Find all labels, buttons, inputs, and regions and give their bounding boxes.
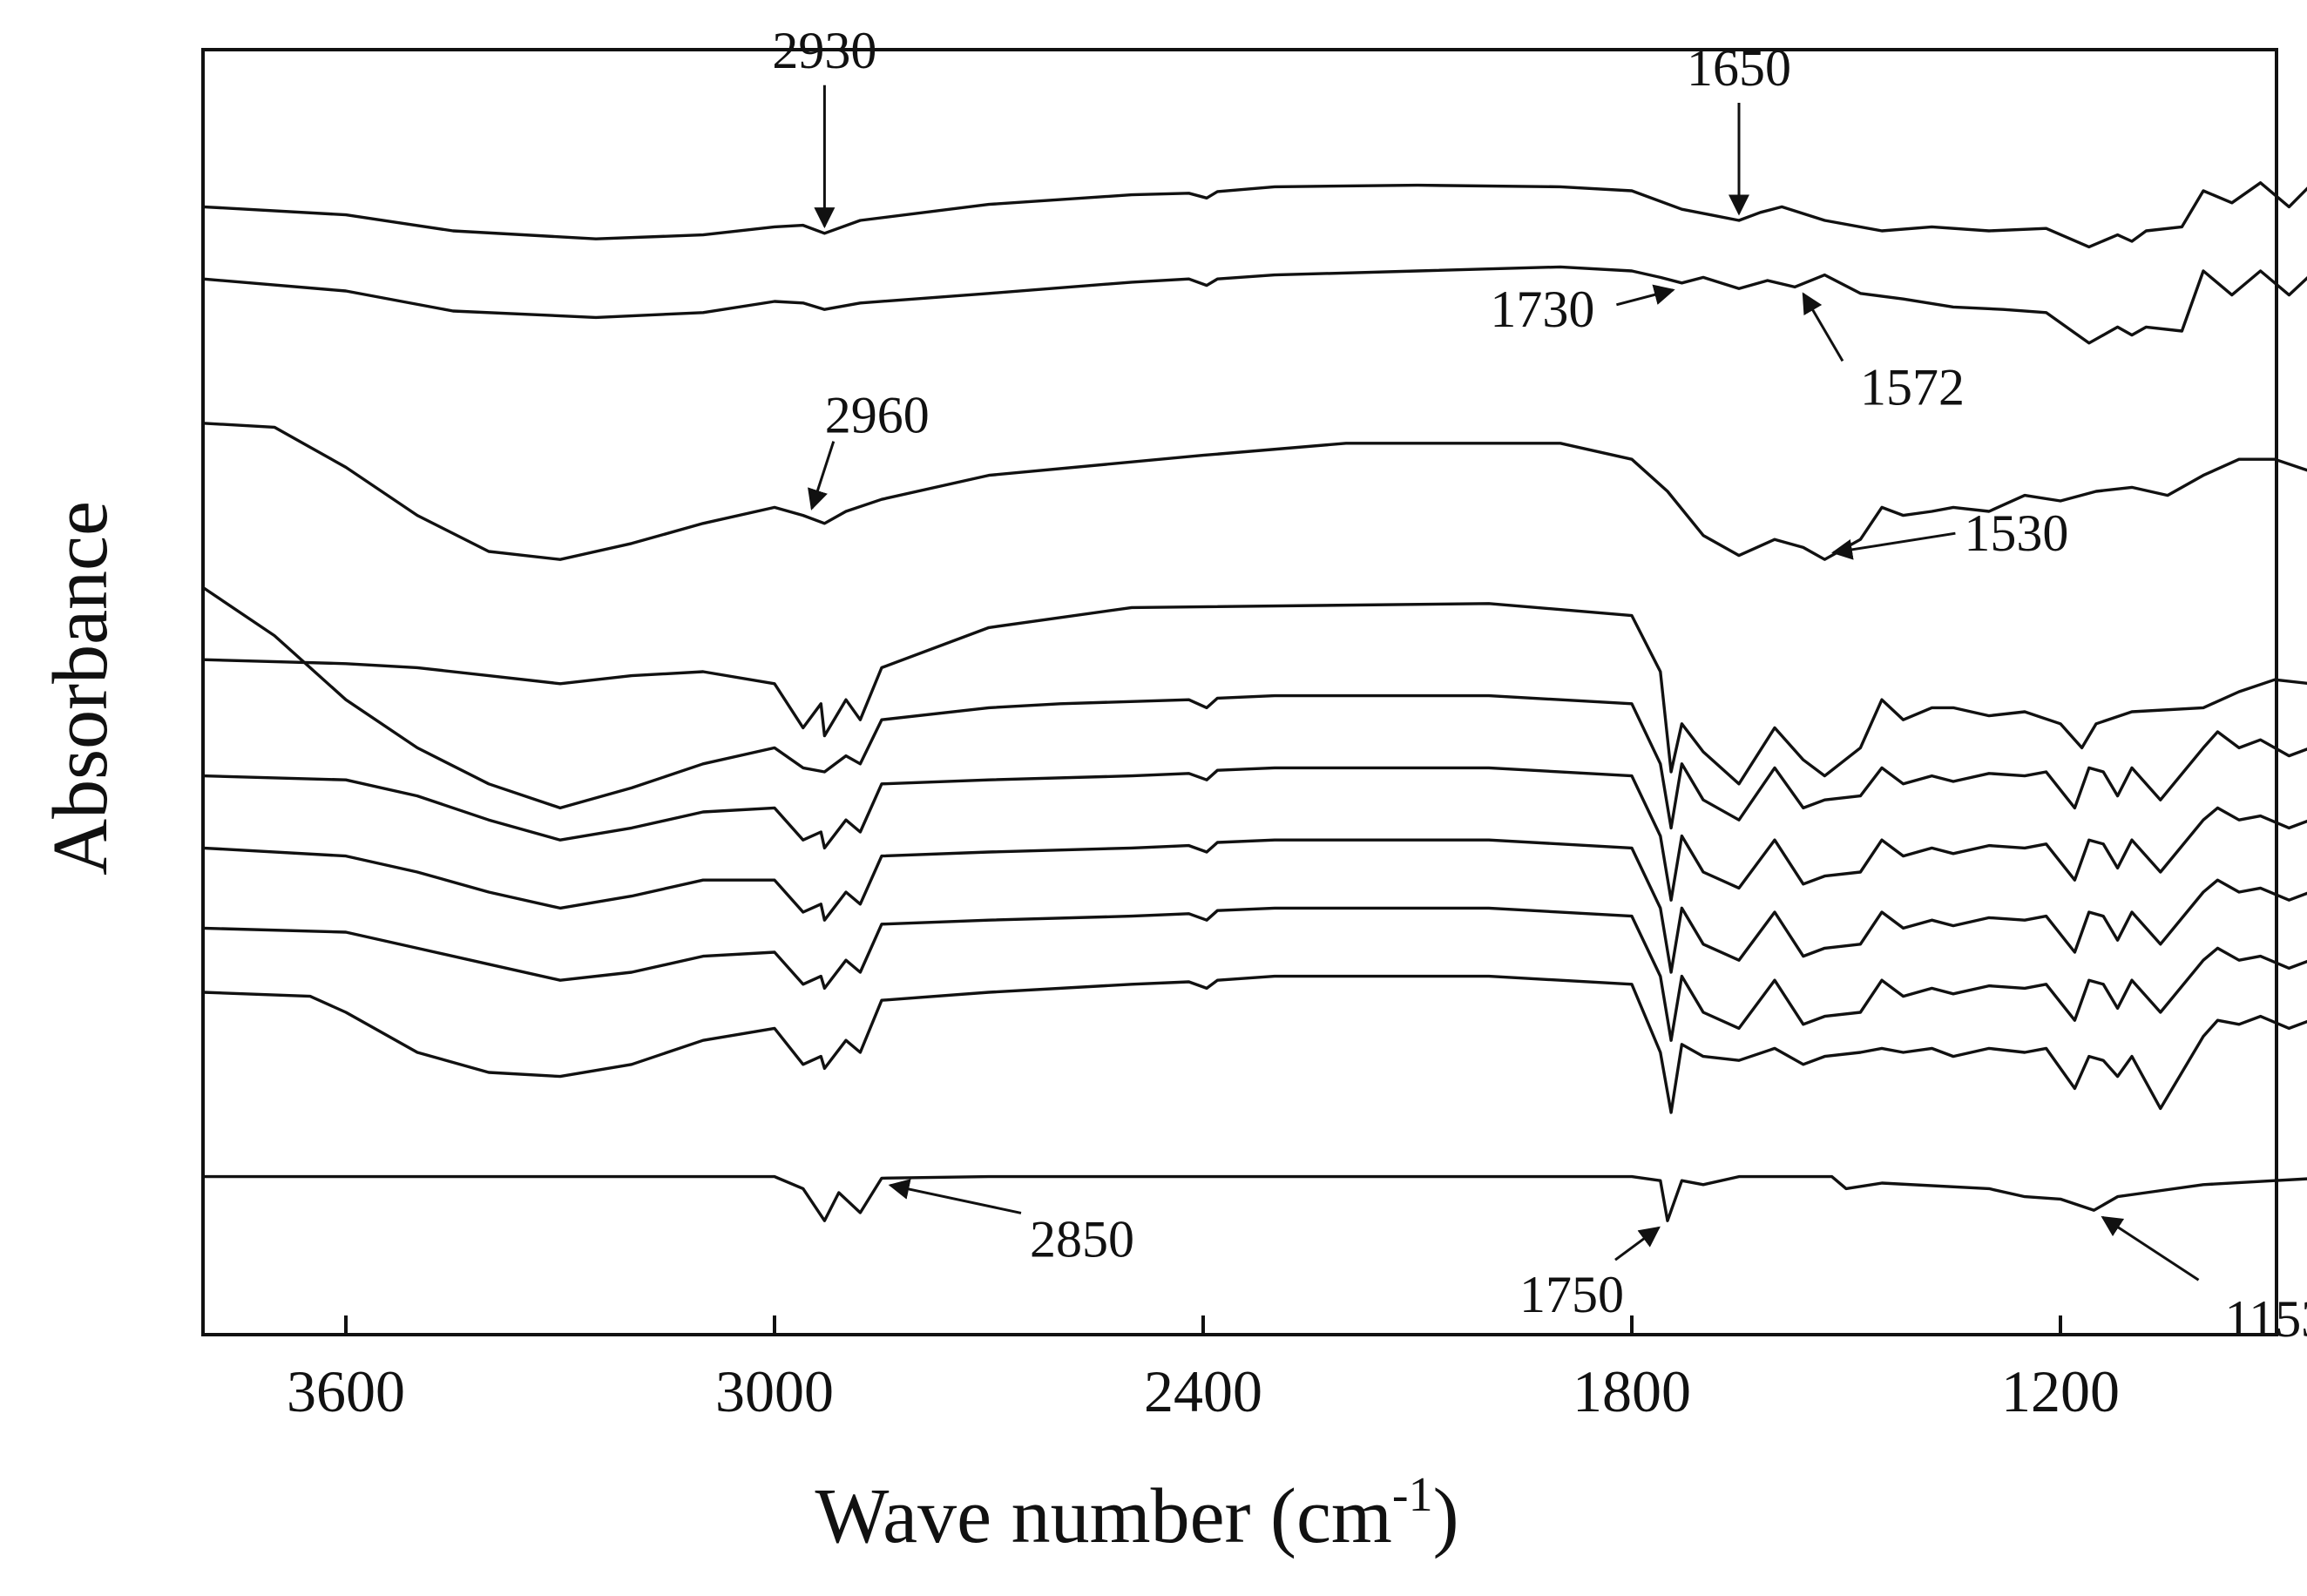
y-axis-title: Absorbance	[37, 501, 124, 876]
spectrum-line	[202, 422, 2307, 561]
spectrum-line	[202, 585, 2307, 830]
spectra	[202, 181, 2307, 1222]
annotation-arrow	[2101, 1215, 2200, 1282]
annotation-label: 1572	[1860, 358, 1965, 416]
spectrum-line	[203, 1174, 2307, 1222]
spectrum-line	[202, 181, 2307, 249]
x-axis-tick-labels: 360030002400180012006000	[287, 1358, 2120, 1424]
x-tick-label: 3000	[715, 1358, 834, 1424]
spectrum-line	[202, 766, 2307, 902]
x-tick-label: 2400	[1144, 1358, 1262, 1424]
spectrum-line	[202, 906, 2307, 1042]
x-axis-ticks	[344, 1315, 2062, 1335]
annotation-label: 1730	[1490, 281, 1594, 338]
x-tick-label: 3600	[287, 1358, 405, 1424]
annotation-arrow	[1802, 292, 1844, 362]
annotation-arrow	[888, 1179, 1022, 1214]
annotation-label: 1153	[2225, 1290, 2307, 1348]
annotation-label: 2960	[825, 387, 930, 444]
peak-annotations: 2930 1650 1730 1572 2960 1530 2850 1750 1153	[772, 22, 2307, 1348]
annotation-arrow	[1616, 284, 1675, 307]
annotation-label: 2850	[1030, 1210, 1134, 1268]
annotation-label: 1650	[1687, 39, 1791, 97]
annotation-arrow	[808, 441, 836, 511]
annotation-label: 1530	[1964, 504, 2068, 562]
spectrum-line	[202, 602, 2307, 786]
spectrum-line	[202, 265, 2307, 345]
annotation-label: 2930	[772, 22, 876, 79]
x-tick-label: 1800	[1573, 1358, 1691, 1424]
spectrum-line	[202, 974, 2307, 1114]
spectrum-line	[202, 838, 2307, 974]
annotation-label: 1750	[1519, 1266, 1624, 1323]
x-tick-label: 1200	[2001, 1358, 2120, 1424]
plot-frame	[201, 48, 2278, 1336]
annotation-arrow	[1614, 1226, 1661, 1261]
x-axis-title: Wave number (cm-1)	[815, 1468, 1458, 1559]
annotation-arrow	[1831, 531, 1956, 560]
